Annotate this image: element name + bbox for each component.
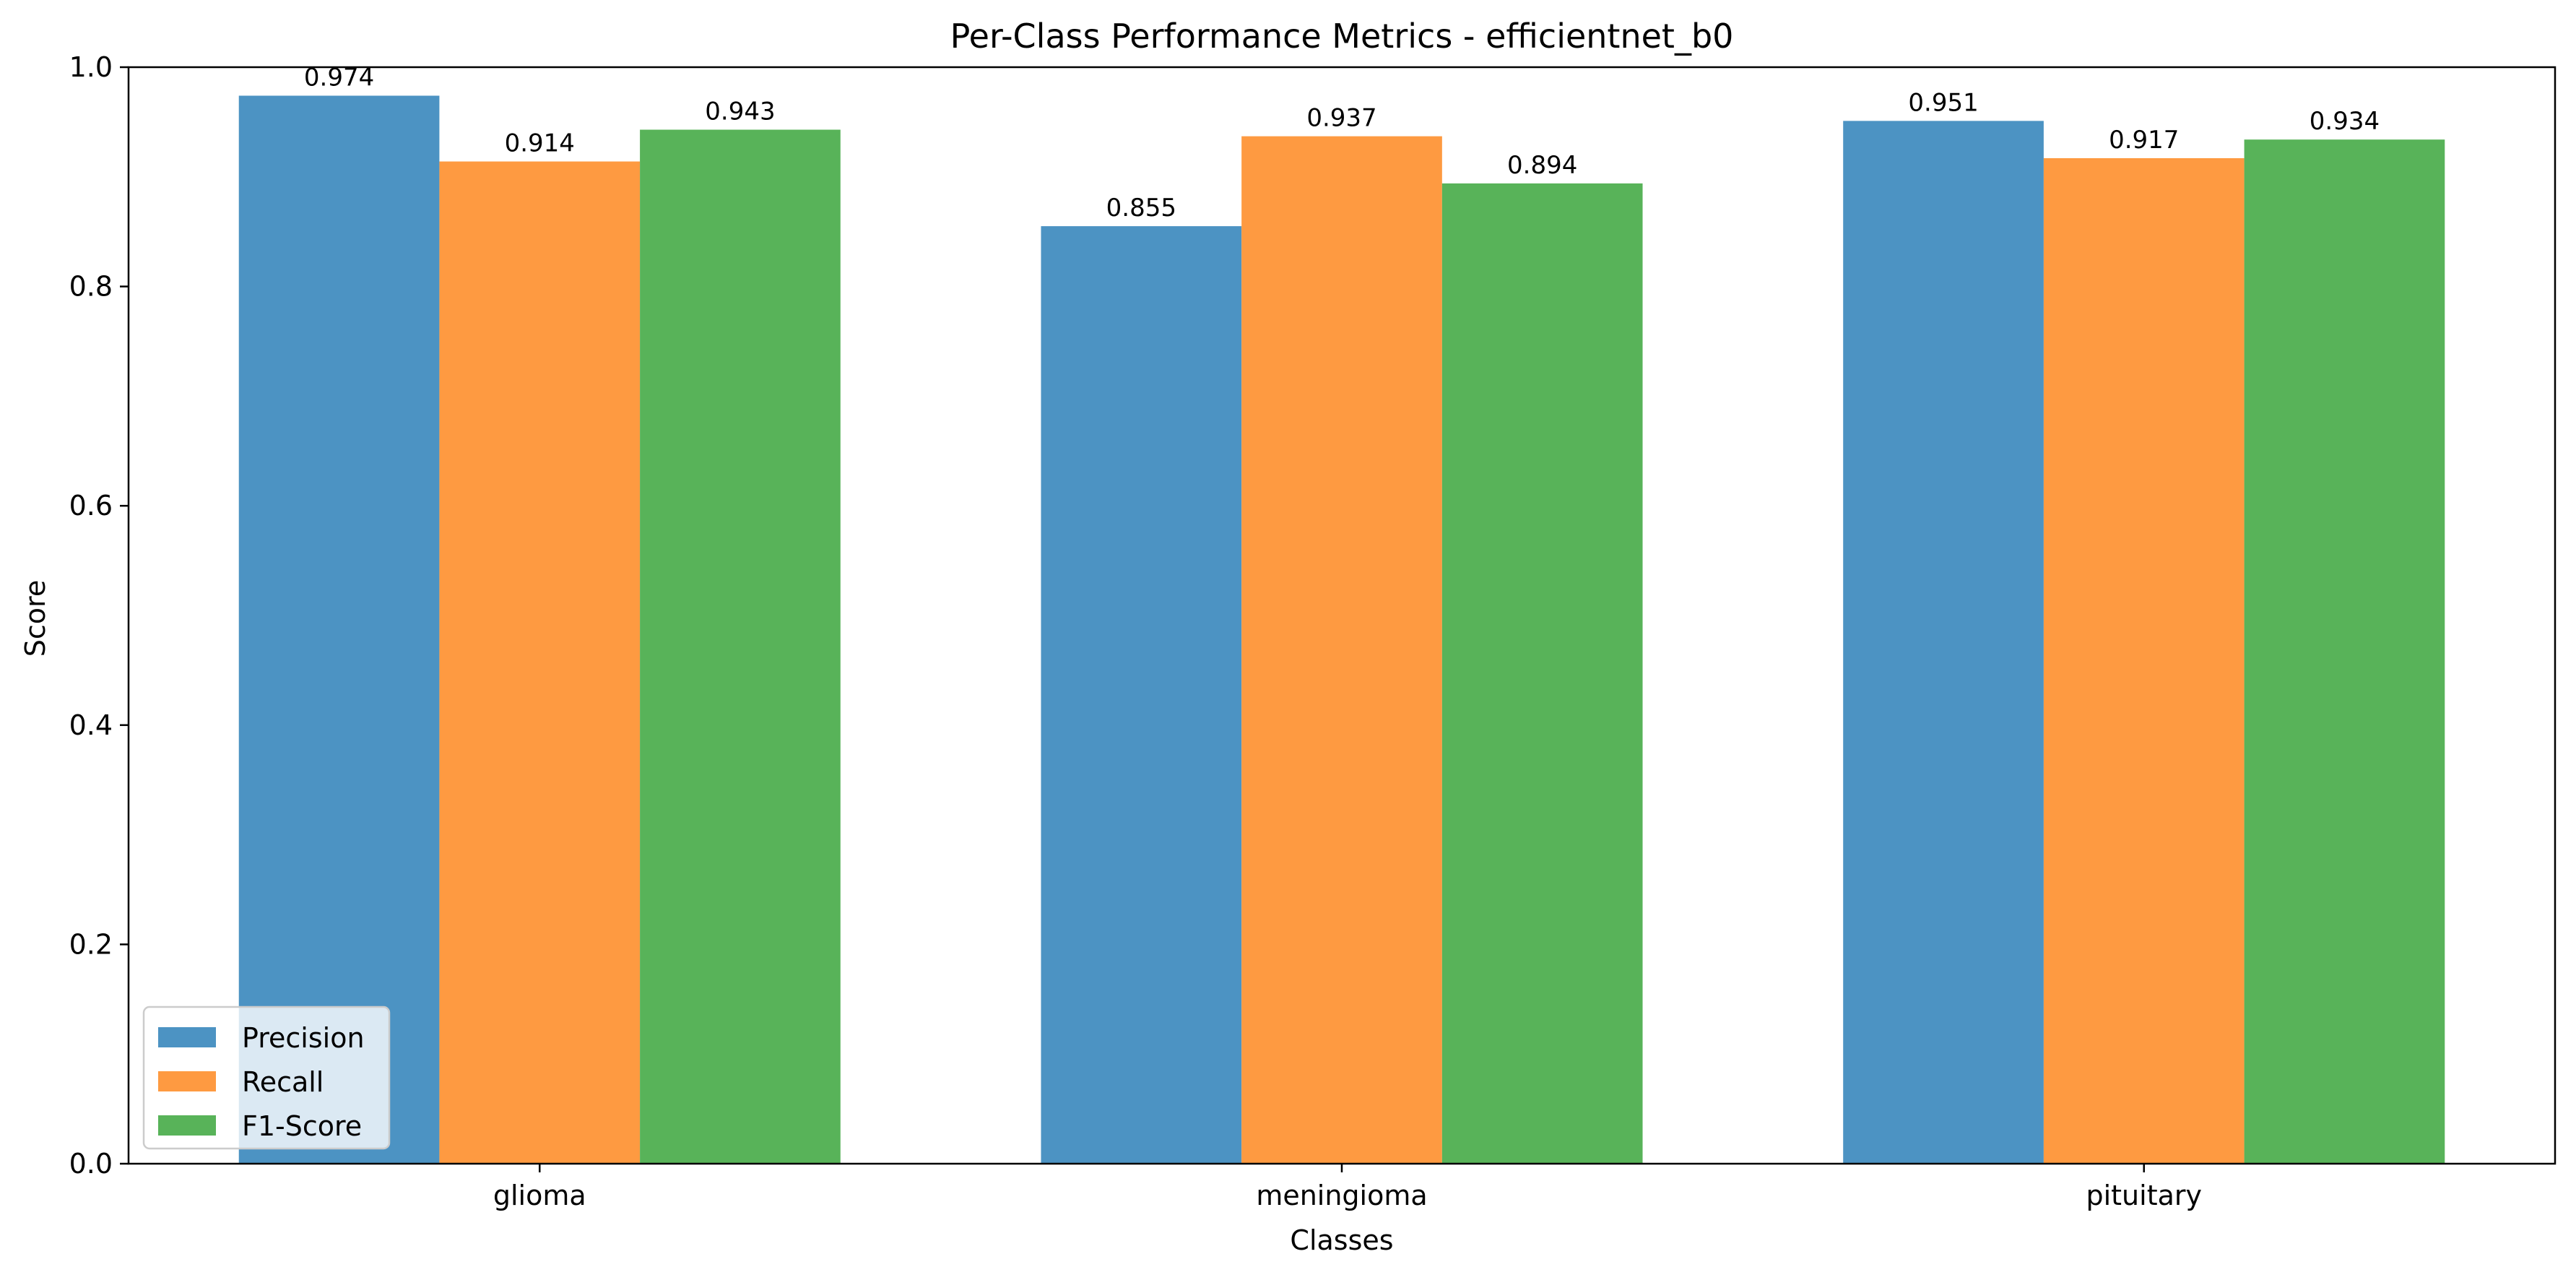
data-label-f1-score-pituitary: 0.934 <box>2310 107 2380 136</box>
data-label-precision-pituitary: 0.951 <box>1908 88 1978 117</box>
x-tick-label-pituitary: pituitary <box>2086 1180 2202 1211</box>
y-tick-label: 0.6 <box>69 490 113 522</box>
legend-swatch-precision <box>158 1027 216 1047</box>
y-tick-label: 1.0 <box>69 51 113 83</box>
y-tick-label: 0.4 <box>69 709 113 741</box>
bar-f1-score-pituitary <box>2244 139 2445 1164</box>
bar-f1-score-meningioma <box>1441 183 1643 1164</box>
y-axis-label: Score <box>19 580 51 657</box>
data-label-recall-pituitary: 0.917 <box>2109 126 2179 155</box>
legend-label-precision: Precision <box>242 1022 365 1054</box>
y-tick-label: 0.2 <box>69 928 113 960</box>
data-label-recall-meningioma: 0.937 <box>1306 104 1376 133</box>
bar-recall-pituitary <box>2043 157 2245 1164</box>
legend-label-f1-score: F1-Score <box>242 1110 362 1142</box>
y-tick-label: 0.0 <box>69 1148 113 1180</box>
axes-layer: 0.0 0.2 0.4 0.6 0.8 1.0 glioma meningioma pituit… <box>69 51 2557 1211</box>
x-axis-label: Classes <box>1290 1224 1393 1256</box>
bar-precision-glioma <box>238 95 440 1164</box>
legend: Precision Recall F1-Score <box>142 1006 391 1150</box>
data-label-recall-glioma: 0.914 <box>505 129 575 158</box>
data-label-f1-score-meningioma: 0.894 <box>1507 151 1577 180</box>
data-label-f1-score-glioma: 0.943 <box>705 98 775 126</box>
bar-f1-score-glioma <box>640 129 841 1164</box>
bar-recall-meningioma <box>1241 136 1442 1164</box>
y-tick-label: 0.8 <box>69 271 113 303</box>
bar-precision-meningioma <box>1041 226 1242 1164</box>
legend-swatch-f1-score <box>158 1115 216 1136</box>
x-tick-label-glioma: glioma <box>493 1180 586 1211</box>
legend-label-recall: Recall <box>242 1066 324 1098</box>
data-labels-layer: 0.9740.8550.9510.9140.9370.9170.9430.894… <box>304 63 2380 222</box>
bars-layer <box>238 95 2445 1164</box>
legend-swatch-recall <box>158 1071 216 1091</box>
bar-precision-pituitary <box>1843 121 2044 1164</box>
chart-title: Per-Class Performance Metrics - efficien… <box>950 17 1734 56</box>
bar-recall-glioma <box>439 161 641 1164</box>
x-tick-label-meningioma: meningioma <box>1256 1180 1427 1211</box>
data-label-precision-meningioma: 0.855 <box>1106 194 1176 222</box>
